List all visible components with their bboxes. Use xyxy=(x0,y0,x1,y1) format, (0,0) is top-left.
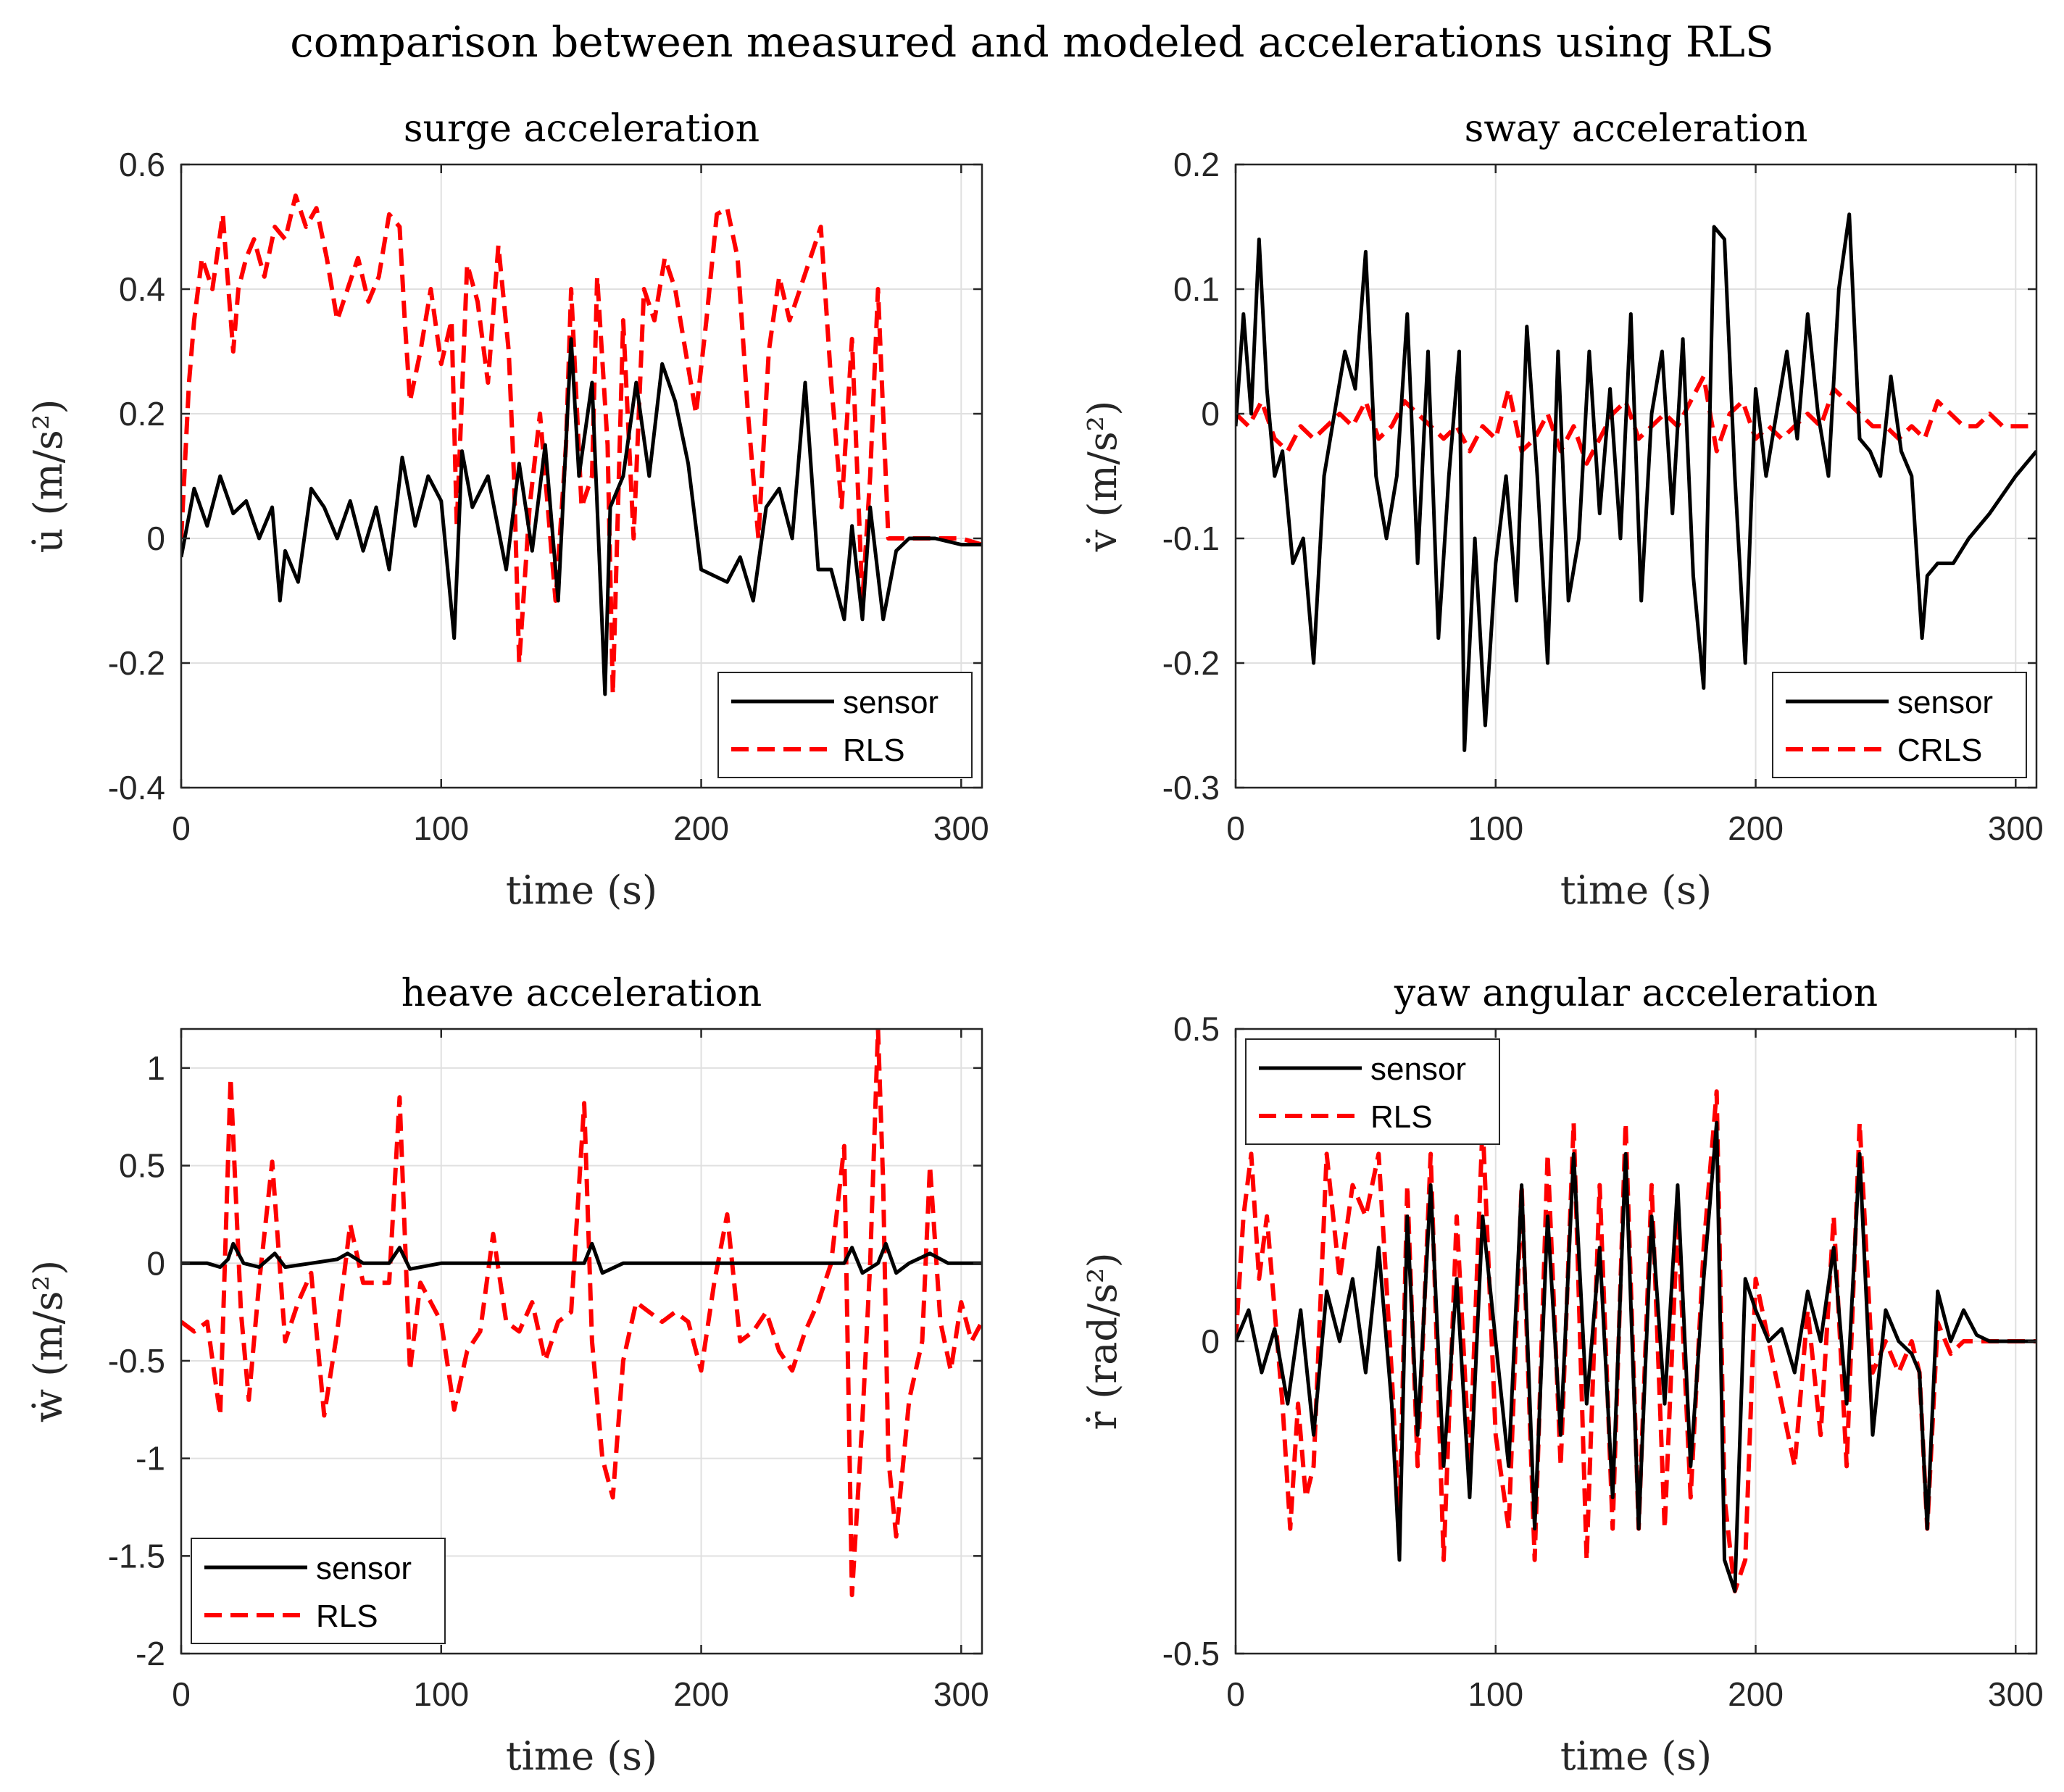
chart-1-title: surge acceleration xyxy=(404,107,760,151)
chart-2-legend-label-crls: CRLS xyxy=(1897,733,1982,768)
chart-1-legend-label-sensor: sensor xyxy=(843,685,939,720)
chart-4-legend-label-sensor: sensor xyxy=(1370,1051,1466,1087)
chart-3-legend-label-rls: RLS xyxy=(316,1599,378,1634)
chart-2-axes-box xyxy=(1234,163,2038,789)
chart-2-y-tick-label: -0.1 xyxy=(1162,520,1220,557)
chart-1-x-tick-label: 100 xyxy=(413,809,469,847)
chart-2-legend: sensor CRLS xyxy=(1772,672,2027,778)
chart-3-series-sensor-line xyxy=(181,1241,982,1275)
chart-2-y-axis-label: v̇ (m/s²) xyxy=(1080,401,1125,553)
chart-3-y-axis-label: ẇ (m/s²) xyxy=(25,1260,71,1422)
chart-2-title: sway acceleration xyxy=(1465,107,1808,151)
chart-3-title: heave acceleration xyxy=(401,972,762,1015)
chart-3-axes-box xyxy=(180,1028,983,1655)
chart-3-x-axis-label: time (s) xyxy=(506,1733,657,1779)
chart-3-y-tick-label: -2 xyxy=(136,1635,165,1672)
chart-3-x-tick-label: 300 xyxy=(933,1675,989,1713)
chart-3-x-tick-label: 100 xyxy=(413,1675,469,1713)
chart-2-x-axis-label: time (s) xyxy=(1560,867,1712,913)
chart-4-y-tick-label: 0.5 xyxy=(1173,1010,1220,1048)
chart-3-legend: sensor RLS xyxy=(191,1538,446,1644)
chart-4-x-tick-label: 0 xyxy=(1226,1675,1245,1713)
chart-1-series-rls-line xyxy=(181,193,982,696)
chart-1-legend-box xyxy=(717,672,973,778)
chart-1-series-sensor-line xyxy=(181,337,982,696)
chart-2-y-tick-label: 0.1 xyxy=(1173,270,1220,308)
chart-2-x-tick-label: 100 xyxy=(1468,809,1523,847)
chart-1-y-axis-label: u̇ (m/s²) xyxy=(25,399,71,554)
chart-4-title: yaw angular acceleration xyxy=(1394,972,1878,1015)
chart-3-y-tick-label: -1 xyxy=(136,1440,165,1478)
chart-2-y-tick-label: -0.3 xyxy=(1162,769,1220,807)
chart-3-legend-box xyxy=(191,1538,446,1644)
chart-1-y-tick-label: 0.2 xyxy=(119,395,165,433)
chart-4-series-sensor-line xyxy=(1236,1120,2036,1593)
chart-3-y-tick-label: -1.5 xyxy=(108,1537,165,1575)
chart-1-x-tick-label: 200 xyxy=(673,809,729,847)
chart-2-series-crls-line xyxy=(1236,374,2036,466)
chart-1-y-tick-label: -0.4 xyxy=(108,769,165,807)
chart-4-x-tick-label: 300 xyxy=(1988,1675,2044,1713)
chart-4-legend-label-rls: RLS xyxy=(1370,1099,1433,1135)
chart-1: 0 100 200 300 -0.4 -0.2 0 0.2 0.4 0.6 surge accele… xyxy=(25,107,989,913)
chart-1-legend-label-rls: RLS xyxy=(843,733,905,768)
chart-4-x-tick-label: 100 xyxy=(1468,1675,1523,1713)
chart-2-y-tick-label: -0.2 xyxy=(1162,644,1220,682)
chart-4-x-tick-label: 200 xyxy=(1728,1675,1784,1713)
chart-2: 0 100 200 300 -0.3 -0.2 -0.1 0 0.1 0.2 sway accele… xyxy=(1080,107,2044,913)
figure-title: comparison between measured and modeled … xyxy=(290,17,1774,67)
chart-4-y-tick-label: -0.5 xyxy=(1162,1635,1220,1672)
chart-1-y-tick-label: 0.4 xyxy=(119,270,165,308)
chart-2-y-tick-label: 0 xyxy=(1201,395,1220,433)
chart-3-legend-label-sensor: sensor xyxy=(316,1551,412,1586)
chart-4-x-axis-label: time (s) xyxy=(1560,1733,1712,1779)
chart-1-x-tick-label: 0 xyxy=(172,809,191,847)
chart-3-x-tick-label: 200 xyxy=(673,1675,729,1713)
chart-3-y-tick-label: 0 xyxy=(146,1244,165,1282)
chart-2-x-tick-label: 200 xyxy=(1728,809,1784,847)
chart-2-x-tick-label: 300 xyxy=(1988,809,2044,847)
chart-1-x-tick-label: 300 xyxy=(933,809,989,847)
chart-2-x-tick-label: 0 xyxy=(1226,809,1245,847)
chart-2-y-tick-label: 0.2 xyxy=(1173,146,1220,183)
chart-1-x-axis-label: time (s) xyxy=(506,867,657,913)
chart-4-legend-box xyxy=(1245,1038,1500,1145)
chart-2-series-sensor-line xyxy=(1236,212,2036,752)
chart-2-legend-label-sensor: sensor xyxy=(1897,685,1993,720)
chart-4-legend: sensor RLS xyxy=(1245,1038,1500,1145)
chart-3-y-tick-label: 0.5 xyxy=(119,1147,165,1185)
chart-3-y-tick-label: 1 xyxy=(146,1049,165,1087)
chart-3-x-tick-label: 0 xyxy=(172,1675,191,1713)
chart-4-y-axis-label: ṙ (rad/s²) xyxy=(1080,1252,1125,1430)
chart-1-y-tick-label: -0.2 xyxy=(108,644,165,682)
chart-4-y-tick-label: 0 xyxy=(1201,1322,1220,1360)
chart-1-y-tick-label: 0 xyxy=(146,520,165,557)
chart-3-y-tick-label: -0.5 xyxy=(108,1342,165,1380)
chart-3: 0 100 200 300 -2 -1.5 -1 -0.5 0 0.5 1 heave acceler… xyxy=(25,972,989,1779)
chart-3-series-rls-line xyxy=(181,1029,982,1598)
chart-1-y-tick-label: 0.6 xyxy=(119,146,165,183)
chart-1-axes-box xyxy=(180,163,983,789)
chart-1-legend: sensor RLS xyxy=(717,672,973,778)
chart-4-series-rls-line xyxy=(1236,1089,2036,1593)
chart-2-legend-box xyxy=(1772,672,2027,778)
